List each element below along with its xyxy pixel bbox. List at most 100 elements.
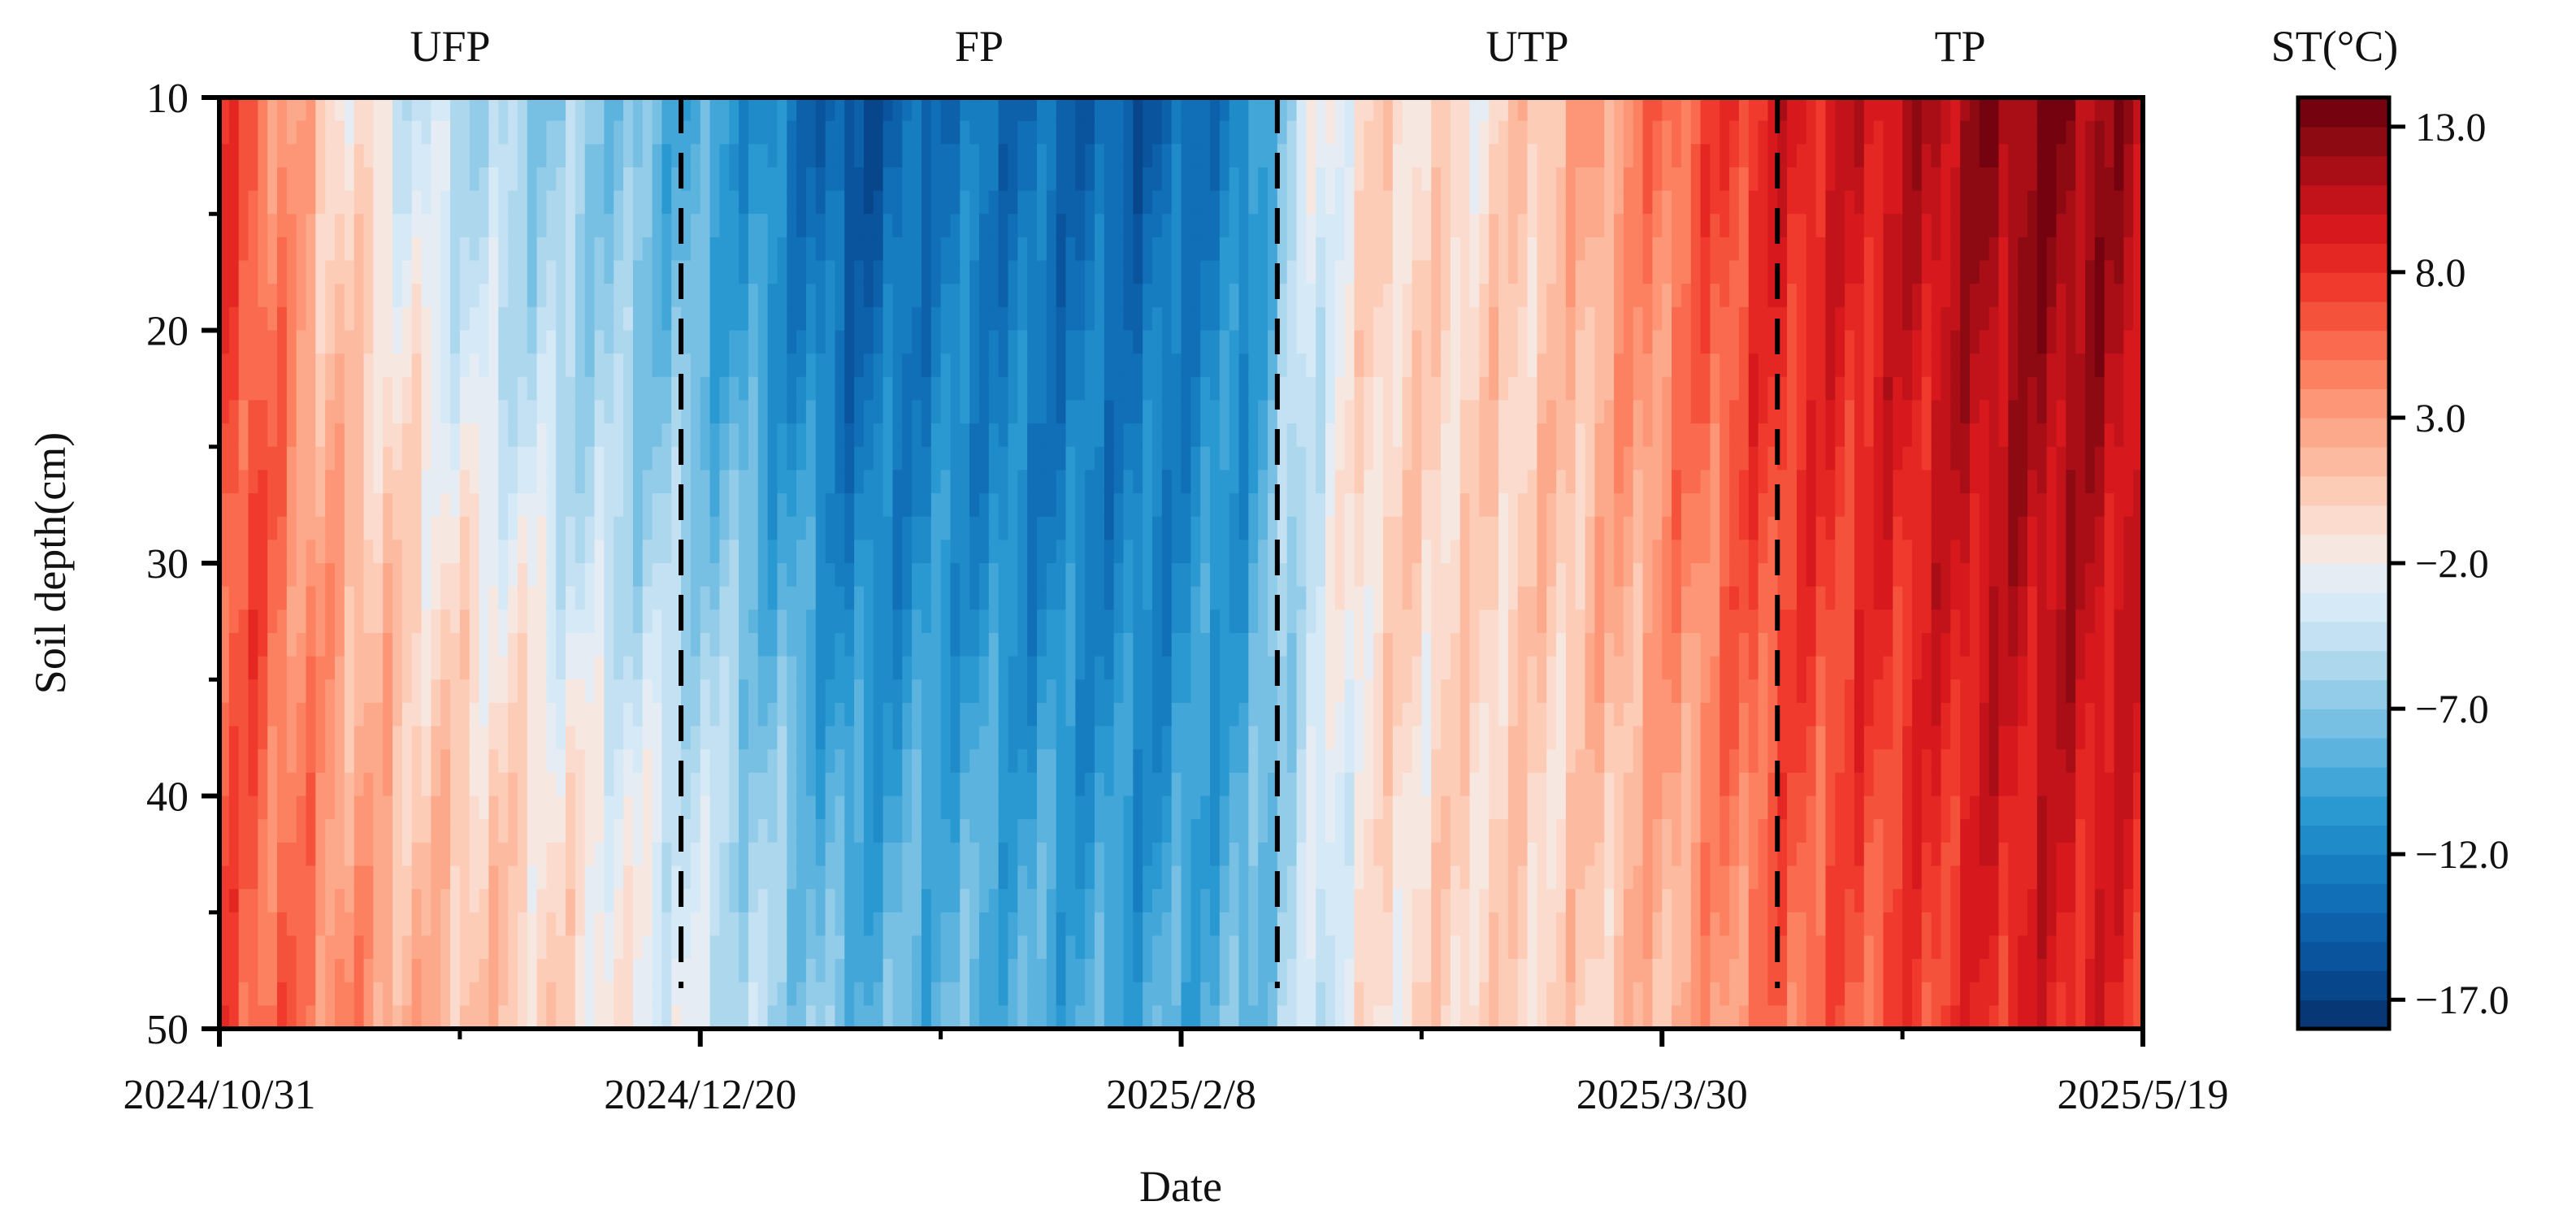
heatmap-cell (719, 470, 730, 494)
heatmap-cell (642, 167, 653, 192)
heatmap-cell (392, 306, 403, 332)
heatmap-cell (1412, 167, 1423, 192)
heatmap-cell (719, 656, 730, 680)
heatmap-cell (1143, 796, 1153, 820)
heatmap-cell (306, 120, 317, 145)
heatmap-cell (450, 540, 461, 564)
heatmap-cell (835, 144, 845, 168)
heatmap-cell (1152, 144, 1163, 168)
heatmap-cell (219, 446, 230, 471)
heatmap-cell (1133, 865, 1143, 890)
heatmap-cell (690, 679, 701, 704)
heatmap-cell (1008, 912, 1019, 937)
heatmap-cell (1402, 167, 1413, 192)
heatmap-cell (1143, 423, 1153, 448)
heatmap-cell (623, 819, 634, 844)
heatmap-cell (863, 982, 874, 1007)
heatmap-cell (566, 540, 576, 564)
heatmap-cell (258, 214, 268, 238)
heatmap-cell (835, 190, 845, 215)
heatmap-cell (1036, 190, 1047, 215)
heatmap-cell (1200, 400, 1211, 424)
heatmap-cell (892, 190, 903, 215)
heatmap-cell (546, 702, 557, 727)
heatmap-cell (431, 353, 441, 378)
heatmap-cell (277, 470, 288, 494)
heatmap-cell (1325, 772, 1336, 797)
heatmap-cell (363, 842, 375, 867)
heatmap-cell (1104, 656, 1115, 680)
heatmap-cell (978, 749, 990, 774)
heatmap-cell (969, 935, 980, 960)
heatmap-cell (739, 679, 749, 704)
heatmap-cell (527, 446, 538, 471)
heatmap-cell (988, 889, 1000, 913)
heatmap-cell (440, 959, 451, 983)
heatmap-cell (729, 330, 739, 354)
heatmap-cell (1075, 330, 1086, 354)
heatmap-cell (1027, 749, 1038, 774)
heatmap-cell (1344, 912, 1355, 937)
heatmap-cell (479, 889, 490, 913)
heatmap-cell (1200, 959, 1211, 983)
heatmap-cell (1229, 889, 1240, 913)
heatmap-cell (1152, 679, 1163, 704)
heatmap-cell (267, 889, 278, 913)
heatmap-cell (498, 632, 509, 657)
heatmap-cell (1181, 98, 1192, 122)
heatmap-cell (1238, 726, 1250, 750)
heatmap-cell (1229, 284, 1240, 308)
heatmap-cell (1123, 935, 1134, 960)
heatmap-cell (527, 306, 538, 332)
heatmap-cell (594, 889, 605, 913)
heatmap-cell (1392, 796, 1403, 820)
heatmap-cell (1171, 493, 1182, 518)
heatmap-cell (969, 726, 980, 750)
heatmap-cell (815, 214, 826, 238)
heatmap-cell (335, 912, 345, 937)
heatmap-cell (1354, 260, 1365, 284)
heatmap-cell (709, 632, 721, 657)
heatmap-cell (1113, 1005, 1125, 1029)
heatmap-cell (1027, 260, 1038, 284)
heatmap-cell (998, 306, 1009, 332)
heatmap-cell (854, 609, 865, 634)
heatmap-cell (950, 190, 961, 215)
heatmap-cell (1383, 284, 1394, 308)
heatmap-cell (469, 609, 480, 634)
heatmap-cell (1094, 702, 1105, 727)
heatmap-cell (1181, 306, 1192, 332)
heatmap-cell (796, 98, 807, 122)
heatmap-cell (767, 935, 778, 960)
heatmap-cell (401, 306, 413, 332)
heatmap-cell (892, 609, 903, 634)
heatmap-cell (575, 586, 586, 610)
heatmap-cell (1277, 470, 1288, 494)
heatmap-cell (344, 702, 355, 727)
heatmap-cell (344, 609, 355, 634)
heatmap-cell (614, 167, 624, 192)
heatmap-cell (1248, 144, 1259, 168)
heatmap-cell (844, 749, 855, 774)
heatmap-cell (863, 540, 874, 564)
heatmap-cell (1143, 842, 1153, 867)
heatmap-cell (1277, 423, 1288, 448)
heatmap-cell (363, 959, 375, 983)
heatmap-cell (1383, 446, 1394, 471)
heatmap-cell (1171, 540, 1182, 564)
heatmap-cell (652, 935, 663, 960)
heatmap-cell (1075, 260, 1086, 284)
heatmap-cell (306, 446, 317, 471)
heatmap-cell (1392, 330, 1403, 354)
heatmap-cell (1286, 749, 1298, 774)
heatmap-cell (536, 493, 548, 518)
heatmap-cell (700, 702, 711, 727)
heatmap-cell (767, 306, 778, 332)
heatmap-cell (1412, 726, 1423, 750)
heatmap-cell (729, 260, 739, 284)
heatmap-cell (623, 982, 634, 1007)
heatmap-cell (950, 935, 961, 960)
heatmap-cell (363, 726, 375, 750)
heatmap-cell (373, 702, 384, 727)
heatmap-cell (854, 540, 865, 564)
